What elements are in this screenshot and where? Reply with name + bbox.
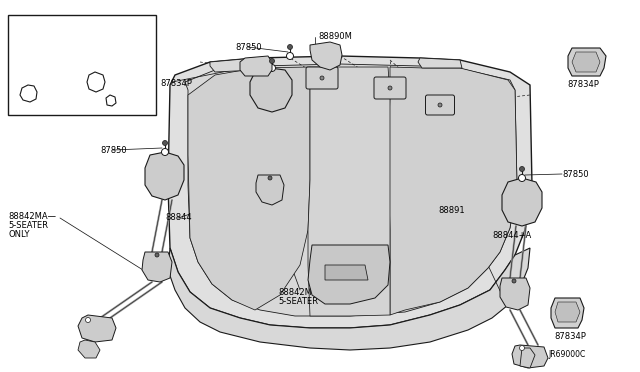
Circle shape xyxy=(518,174,525,182)
Circle shape xyxy=(269,64,275,71)
Polygon shape xyxy=(240,56,272,76)
Text: 88842MA—: 88842MA— xyxy=(8,212,56,221)
Circle shape xyxy=(287,45,292,49)
Circle shape xyxy=(512,279,516,283)
Polygon shape xyxy=(185,64,517,316)
FancyBboxPatch shape xyxy=(306,67,338,89)
Text: 4-SEATER: 4-SEATER xyxy=(18,108,58,117)
Text: 87850: 87850 xyxy=(562,170,589,179)
FancyBboxPatch shape xyxy=(426,95,454,115)
Text: 88842M: 88842M xyxy=(82,52,114,61)
Text: 88844: 88844 xyxy=(165,213,191,222)
Polygon shape xyxy=(142,252,172,282)
Text: 88842M: 88842M xyxy=(50,66,82,75)
Circle shape xyxy=(268,176,272,180)
Polygon shape xyxy=(502,178,542,226)
Polygon shape xyxy=(325,265,368,280)
Polygon shape xyxy=(551,298,584,328)
Polygon shape xyxy=(555,302,580,322)
Text: 88844+A: 88844+A xyxy=(492,231,531,240)
Text: 88891: 88891 xyxy=(438,206,465,215)
Polygon shape xyxy=(168,56,532,328)
Text: 87834P: 87834P xyxy=(554,332,586,341)
Polygon shape xyxy=(418,58,462,68)
Polygon shape xyxy=(78,340,100,358)
Circle shape xyxy=(388,86,392,90)
Text: 87834P: 87834P xyxy=(567,80,599,89)
Circle shape xyxy=(269,58,275,64)
Text: 87850: 87850 xyxy=(235,43,262,52)
Circle shape xyxy=(86,317,90,323)
Text: 88890M: 88890M xyxy=(318,32,352,41)
Circle shape xyxy=(520,167,525,171)
Polygon shape xyxy=(210,58,260,72)
Polygon shape xyxy=(168,248,530,350)
Circle shape xyxy=(287,52,294,60)
Circle shape xyxy=(161,148,168,155)
Polygon shape xyxy=(78,315,116,342)
Text: 87834P: 87834P xyxy=(160,79,192,88)
Polygon shape xyxy=(308,245,390,304)
Text: 5-SEATER: 5-SEATER xyxy=(8,221,48,230)
Circle shape xyxy=(438,103,442,107)
Polygon shape xyxy=(256,175,284,205)
Polygon shape xyxy=(388,67,517,315)
Circle shape xyxy=(163,141,168,145)
Polygon shape xyxy=(568,48,606,76)
Text: 87850: 87850 xyxy=(100,146,127,155)
Bar xyxy=(8,15,156,115)
Text: JR69000C: JR69000C xyxy=(548,350,585,359)
FancyBboxPatch shape xyxy=(374,77,406,99)
Text: 5-SEATER: 5-SEATER xyxy=(278,297,318,306)
Circle shape xyxy=(155,253,159,257)
Polygon shape xyxy=(500,278,530,310)
Polygon shape xyxy=(520,348,535,368)
Text: ONLY: ONLY xyxy=(8,230,29,239)
Polygon shape xyxy=(250,68,292,112)
Polygon shape xyxy=(188,67,310,310)
Polygon shape xyxy=(572,52,600,72)
Circle shape xyxy=(520,346,525,350)
Text: 88842M: 88842M xyxy=(278,288,312,297)
Circle shape xyxy=(343,268,351,276)
Polygon shape xyxy=(145,152,184,200)
Polygon shape xyxy=(512,345,548,368)
Polygon shape xyxy=(310,42,342,70)
Circle shape xyxy=(320,76,324,80)
Polygon shape xyxy=(308,67,390,316)
